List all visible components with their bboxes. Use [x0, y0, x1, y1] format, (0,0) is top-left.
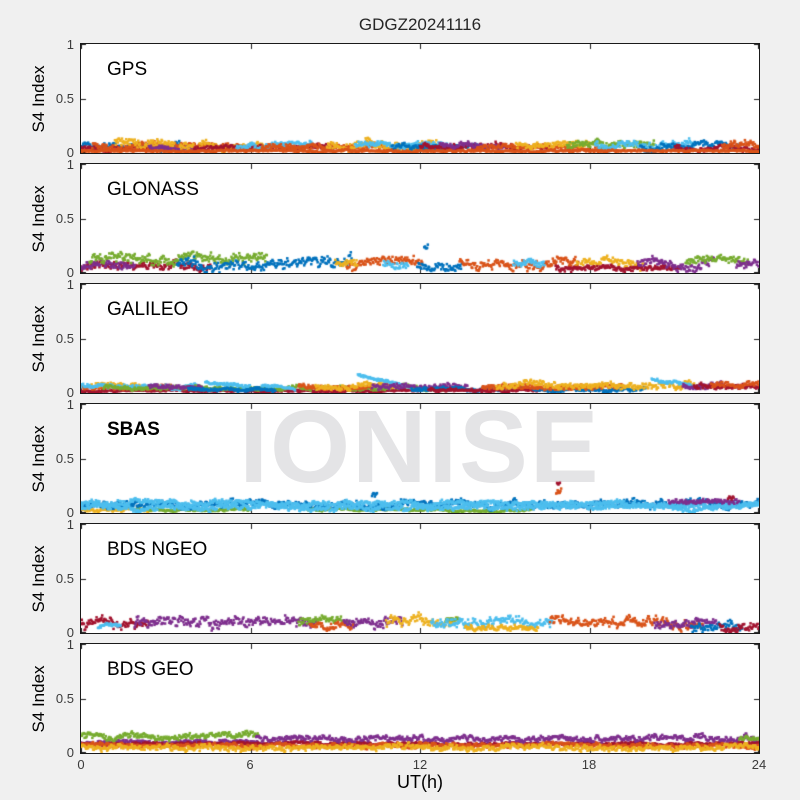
sbas-scatter-plot	[81, 404, 759, 513]
x-tick-label: 12	[412, 757, 428, 772]
y-tick-label: 1	[66, 277, 74, 292]
x-tick-label: 0	[77, 757, 85, 772]
y-tick-label: 0	[66, 625, 74, 640]
panel-gps: GPS 1 0.5 0 S4 Index	[29, 37, 760, 160]
x-tick-label: 18	[581, 757, 597, 772]
y-axis-label: S4 Index	[29, 664, 48, 733]
panel-bds-ngeo: BDS NGEO 1 0.5 0 S4 Index	[29, 517, 760, 640]
panel-label-bds-geo: BDS GEO	[107, 659, 194, 680]
glonass-scatter-plot	[81, 164, 759, 273]
x-tick-label: 24	[751, 757, 767, 772]
y-tick-label: 0.5	[55, 211, 74, 226]
y-tick-label: 1	[66, 517, 74, 532]
y-tick-label: 1	[66, 157, 74, 172]
y-tick-label: 0.5	[55, 451, 74, 466]
panel-label-glonass: GLONASS	[107, 179, 199, 200]
panel-label-bds-ngeo: BDS NGEO	[107, 539, 208, 560]
y-tick-label: 0	[66, 385, 74, 400]
y-tick-label: 1	[66, 637, 74, 652]
y-tick-label: 1	[66, 37, 74, 52]
y-axis-label: S4 Index	[29, 304, 48, 373]
panel-label-sbas: SBAS	[107, 419, 160, 440]
y-tick-label: 1	[66, 397, 74, 412]
x-axis-label: UT(h)	[397, 772, 443, 792]
y-axis-label: S4 Index	[29, 184, 48, 253]
y-axis-label: S4 Index	[29, 424, 48, 493]
panel-bds-geo: BDS GEO 1 0.5 0 S4 Index	[29, 637, 760, 760]
galileo-scatter-plot	[81, 284, 759, 393]
panel-galileo: GALILEO 1 0.5 0 S4 Index	[29, 277, 760, 400]
bds-ngeo-scatter-plot	[81, 524, 759, 633]
y-tick-label: 0.5	[55, 91, 74, 106]
y-tick-label: 0.5	[55, 331, 74, 346]
panel-label-gps: GPS	[107, 59, 148, 80]
y-tick-label: 0.5	[55, 571, 74, 586]
y-tick-label: 0	[66, 745, 74, 760]
x-tick-label: 6	[246, 757, 254, 772]
gps-scatter-plot	[81, 44, 759, 153]
y-axis-label: S4 Index	[29, 64, 48, 133]
panel-sbas: SBAS 1 0.5 0 S4 Index	[29, 397, 760, 520]
y-tick-label: 0	[66, 265, 74, 280]
panel-glonass: GLONASS 1 0.5 0 S4 Index	[29, 157, 760, 280]
y-tick-label: 0	[66, 505, 74, 520]
figure-title: GDGZ20241116	[358, 15, 482, 34]
y-tick-label: 0	[66, 145, 74, 160]
bds-geo-scatter-plot	[81, 644, 759, 753]
y-tick-label: 0.5	[55, 691, 74, 706]
panel-label-galileo: GALILEO	[107, 299, 189, 320]
y-axis-label: S4 Index	[29, 544, 48, 613]
